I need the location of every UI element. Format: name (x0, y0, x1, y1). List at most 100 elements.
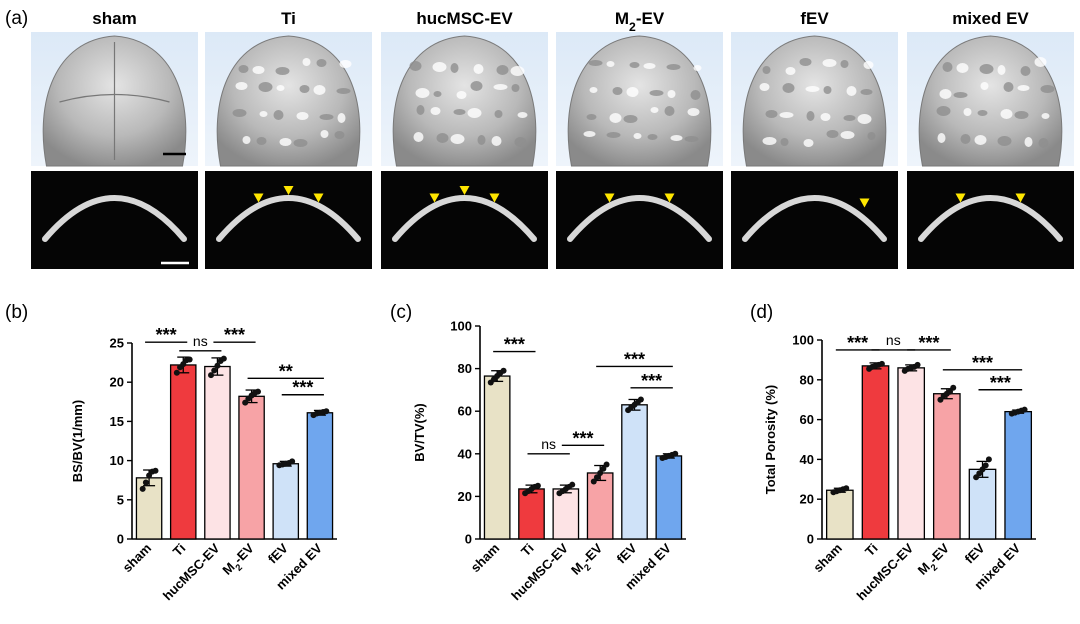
imaging-column-hucMSC-EV: hucMSC-EV (381, 9, 548, 269)
defect-texture (316, 59, 327, 67)
defect-texture (334, 131, 345, 139)
defect-texture (494, 110, 503, 118)
defect-texture (977, 110, 988, 116)
x-tick-label: M2-EV (568, 540, 608, 580)
imaging-column-M2-EV: M2-EV (556, 9, 723, 269)
defect-texture (256, 137, 267, 145)
defect-texture (273, 110, 284, 120)
defect-texture (806, 111, 815, 121)
ct-background (556, 171, 723, 269)
y-tick-label: 20 (800, 492, 814, 507)
data-point (597, 469, 604, 476)
defect-texture (974, 135, 987, 145)
defect-texture (258, 82, 273, 92)
data-point (843, 485, 850, 492)
x-tick-label: Ti (862, 541, 881, 560)
x-tick-label: fEV (962, 540, 988, 566)
x-tick-label: sham (120, 541, 155, 576)
defect-texture (606, 61, 615, 67)
defect-texture (860, 89, 873, 95)
defect-texture (1041, 113, 1050, 119)
defect-texture (430, 107, 441, 115)
defect-texture (450, 134, 465, 144)
bar (306, 412, 334, 540)
data-point (950, 384, 957, 391)
defect-texture (517, 112, 528, 118)
defect-texture (633, 133, 642, 139)
defect-texture (759, 83, 770, 91)
defect-texture (232, 109, 247, 117)
defect-texture (336, 88, 351, 94)
significance-label: ns (886, 332, 901, 348)
defect-texture (670, 135, 683, 141)
yellow-arrowhead-icon (1015, 193, 1026, 203)
defect-texture (650, 107, 659, 113)
panel-a: (a) sham Ti hucMSC-EV M2-EV fEV mixed EV (5, 8, 1074, 269)
defect-texture (840, 60, 849, 68)
defect-texture (1020, 66, 1031, 76)
defect-texture (762, 66, 771, 74)
group-title: mixed EV (952, 9, 1029, 28)
ct-background (205, 171, 372, 269)
defect-texture (588, 60, 603, 66)
yellow-arrowhead-icon (489, 193, 500, 203)
imaging-column-fEV: fEV (731, 9, 898, 269)
defect-texture (867, 132, 876, 140)
defect-texture (843, 115, 856, 121)
data-point (289, 458, 296, 465)
x-tick-label: M2-EV (915, 540, 955, 580)
ct-background (907, 171, 1074, 269)
ct-skull-arc (742, 195, 887, 242)
defect-texture (275, 67, 290, 75)
significance-label: *** (224, 325, 245, 345)
bar (861, 365, 890, 540)
defect-texture (687, 108, 700, 116)
defect-texture (963, 108, 972, 116)
defect-texture (936, 106, 951, 116)
defect-texture (1017, 85, 1030, 91)
defect-texture (690, 90, 701, 100)
defect-texture (339, 60, 352, 68)
defect-texture (857, 114, 872, 124)
y-axis-label: Total Porosity (%) (763, 385, 778, 495)
data-point (600, 465, 607, 472)
defect-texture (803, 139, 814, 147)
ct-skull-arc (567, 195, 712, 242)
defect-texture (626, 87, 639, 97)
x-tick-label: sham (810, 541, 845, 576)
data-point (979, 466, 986, 473)
ct-skull-arc (918, 195, 1063, 242)
defect-texture (252, 66, 265, 74)
significance-label: *** (641, 371, 662, 391)
yellow-arrowhead-icon (429, 193, 440, 203)
x-tick-label: sham (468, 541, 503, 576)
defect-texture (511, 84, 520, 92)
defect-texture (606, 132, 621, 138)
defect-texture (647, 134, 658, 140)
data-point (173, 369, 180, 376)
defect-texture (416, 105, 425, 115)
y-tick-label: 80 (800, 372, 814, 387)
defect-texture (840, 131, 855, 139)
defect-texture (467, 108, 482, 118)
defect-texture (1000, 109, 1013, 119)
ct-background (731, 171, 898, 269)
panel-c: (c) 0 20 40 60 80 100 BV/TV(%) sham TihucMSC-EVM2… (390, 302, 686, 603)
y-tick-label: 40 (458, 446, 472, 461)
significance-label: *** (292, 378, 313, 398)
defect-texture (863, 61, 874, 69)
defect-texture (415, 88, 430, 98)
defect-texture (510, 66, 525, 76)
defect-texture (320, 130, 329, 138)
defect-texture (433, 91, 442, 97)
bar (169, 364, 197, 540)
defect-texture (313, 85, 326, 95)
data-point (914, 361, 921, 368)
y-tick-label: 100 (450, 319, 472, 334)
significance-label: *** (624, 349, 645, 369)
defect-texture (666, 64, 681, 70)
y-tick-label: 10 (110, 453, 124, 468)
defect-texture (956, 63, 969, 73)
defect-texture (453, 109, 466, 115)
